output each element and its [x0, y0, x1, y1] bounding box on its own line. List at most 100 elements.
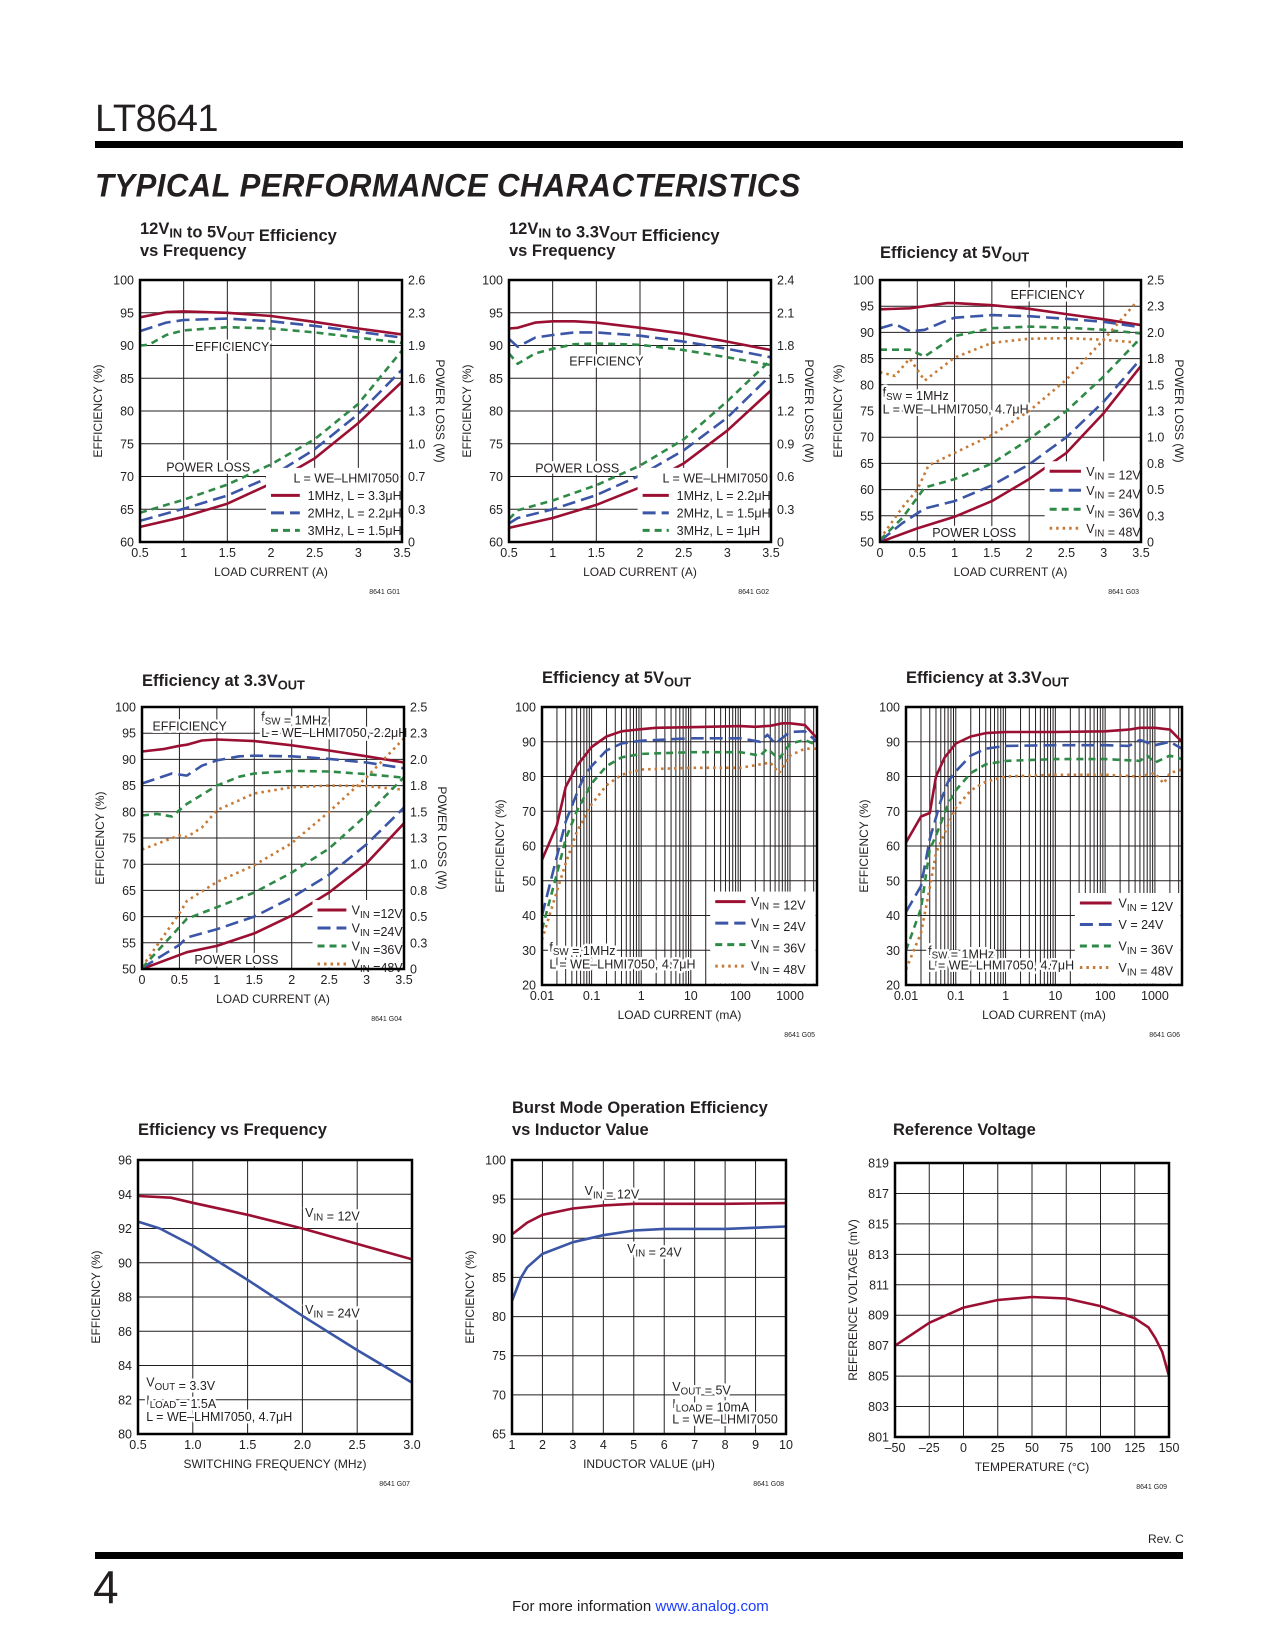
- y-tick-label: 817: [868, 1187, 889, 1201]
- chart-title: Efficiency at 5VOUT: [542, 669, 691, 690]
- plot-frame: [878, 278, 1143, 544]
- figure-id: 8641 G08: [753, 1481, 784, 1488]
- section-title: TYPICAL PERFORMANCE CHARACTERISTICS: [95, 167, 801, 204]
- chart-title: Efficiency at 3.3VOUT: [906, 669, 1069, 690]
- series-line-efficiency-2: [880, 313, 1141, 333]
- y-tick-label: 65: [860, 457, 874, 471]
- chart-annotation: POWER LOSS: [932, 526, 1016, 540]
- y-tick-label: 60: [860, 483, 874, 497]
- plot-frame: [510, 1158, 788, 1436]
- y2-tick-label: 1.5: [410, 805, 427, 819]
- y-tick-label: 809: [868, 1309, 889, 1323]
- y-axis-label: EFFICIENCY (%): [91, 364, 105, 457]
- y-tick-label: 805: [868, 1370, 889, 1384]
- chart-title: Efficiency at 3.3VOUT: [142, 672, 305, 693]
- series-line-efficiency-1: [142, 738, 404, 764]
- y2-tick-label: 1.0: [408, 437, 425, 451]
- x-tick-label: 75: [1059, 1441, 1073, 1455]
- footer-text: For more information: [512, 1598, 656, 1615]
- x-tick-label: 2: [1026, 546, 1033, 560]
- legend-label: VIN = 48V: [1086, 522, 1141, 540]
- figure-id: 8641 G02: [738, 589, 769, 596]
- x-tick-label: 150: [1159, 1441, 1180, 1455]
- series-line-efficiency-2: [142, 754, 404, 785]
- y2-tick-label: 1.3: [1147, 405, 1164, 419]
- x-tick-label: 0.5: [171, 973, 188, 987]
- y-tick-label: 30: [886, 944, 900, 958]
- x-tick-label: 4: [600, 1438, 607, 1452]
- series-line-value-1: [542, 721, 817, 861]
- y-tick-label: 90: [489, 339, 503, 353]
- chart-annotation: fSW = 1MHz: [928, 944, 994, 962]
- chart-title: vs Inductor Value: [512, 1121, 649, 1139]
- y-tick-label: 40: [886, 909, 900, 923]
- x-tick-label: 2.0: [294, 1438, 311, 1452]
- chart-legend: VIN = 12V V = 24V VIN = 36V VIN = 48V: [1074, 892, 1181, 984]
- y-tick-label: 85: [489, 372, 503, 386]
- y2-tick-label: 2.0: [1147, 326, 1164, 340]
- document-part-number: LT8641: [95, 98, 219, 140]
- chart-annotation: VIN = 24V: [627, 1242, 682, 1260]
- x-tick-label: 2.5: [675, 546, 692, 560]
- y2-tick-label: 2.6: [408, 274, 425, 288]
- y2-tick-label: 0: [1147, 536, 1154, 550]
- y-tick-label: 803: [868, 1400, 889, 1414]
- x-tick-label: 0.1: [947, 989, 964, 1003]
- series-line-efficiency-1: [880, 301, 1141, 327]
- chart-annotation: ILOAD = 1.5A: [146, 1393, 217, 1411]
- chart-series: [906, 726, 1182, 970]
- chart-series: [542, 721, 817, 941]
- x-tick-label: 3.5: [1132, 546, 1149, 560]
- y2-axis-label: POWER LOSS (W): [433, 359, 447, 462]
- legend-label: VIN = 12V: [1119, 896, 1174, 914]
- y-tick-label: 55: [860, 509, 874, 523]
- x-tick-label: 1: [180, 546, 187, 560]
- y2-tick-label: 0.5: [1147, 483, 1164, 497]
- x-tick-label: 1.0: [184, 1438, 201, 1452]
- y-tick-label: 30: [522, 944, 536, 958]
- y-tick-label: 100: [879, 701, 900, 715]
- chart-title: Efficiency at 5VOUT: [880, 244, 1029, 265]
- y-tick-label: 80: [886, 770, 900, 784]
- series-line-power_loss-7: [880, 336, 1141, 541]
- y-tick-label: 94: [118, 1188, 132, 1202]
- y-tick-label: 84: [118, 1359, 132, 1373]
- y-tick-label: 90: [118, 1256, 132, 1270]
- series-line-efficiency-4: [142, 784, 404, 851]
- x-tick-label: 1000: [1141, 989, 1169, 1003]
- chart-legend: VIN = 12V VIN = 24V VIN = 36V VIN = 48V: [710, 891, 816, 984]
- legend-label: VIN = 12V: [1086, 465, 1141, 483]
- y-tick-label: 65: [122, 884, 136, 898]
- y2-axis-label: POWER LOSS (W): [435, 786, 449, 889]
- y-tick-label: 80: [118, 1428, 132, 1442]
- y-tick-label: 60: [886, 840, 900, 854]
- y-tick-label: 75: [860, 405, 874, 419]
- chart-title: vs Frequency: [140, 242, 247, 260]
- series-line-efficiency-3: [142, 769, 404, 818]
- chart-annotation: POWER LOSS: [166, 461, 250, 475]
- chart-annotation: EFFICIENCY: [195, 340, 270, 354]
- website-link[interactable]: www.analog.com: [655, 1598, 769, 1615]
- y2-tick-label: 2.1: [777, 306, 794, 320]
- x-tick-label: 25: [991, 1441, 1005, 1455]
- x-tick-label: 1: [638, 989, 645, 1003]
- header-rule: [95, 141, 1183, 148]
- y-tick-label: 807: [868, 1339, 889, 1353]
- legend-label: VIN = 36V: [1119, 939, 1174, 957]
- y-tick-label: 90: [492, 1232, 506, 1246]
- y2-tick-label: 0.6: [777, 470, 794, 484]
- x-tick-label: 1: [509, 1438, 516, 1452]
- x-tick-label: 3: [569, 1438, 576, 1452]
- chart-annotation: VIN = 12V: [305, 1206, 360, 1224]
- footer-rule: [95, 1552, 1183, 1559]
- x-tick-label: 0.5: [129, 1438, 146, 1452]
- chart-4: Efficiency at 3.3VOUT 0 0.5 1 1.5 2 2.5 3 3.5 50 5…: [93, 672, 449, 1023]
- legend-label: VIN =36V: [352, 940, 404, 958]
- series-line-value-3: [906, 754, 1182, 951]
- x-tick-label: 50: [1025, 1441, 1039, 1455]
- y-tick-label: 819: [868, 1157, 889, 1171]
- legend-background: [710, 891, 816, 984]
- x-tick-label: 1.5: [246, 973, 263, 987]
- plot-frame: [507, 278, 773, 544]
